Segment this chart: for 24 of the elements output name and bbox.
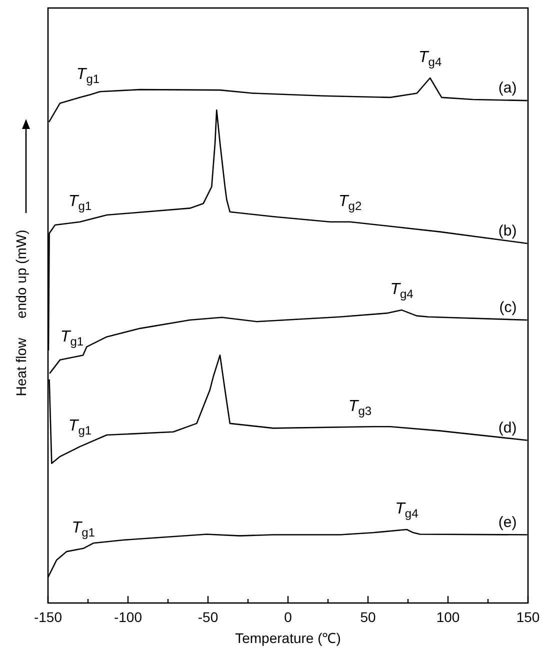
annotation: T$_{g4}$	[390, 281, 414, 301]
annotation: T$_{g1}$	[72, 519, 96, 539]
annotation: T$_{g2}$	[338, 192, 362, 212]
annotation: T$_{g4}$	[395, 500, 419, 520]
annotation: T$_{g1}$	[68, 192, 92, 212]
x-tick-label: -50	[198, 609, 218, 625]
annotation: T$_{g4}$	[418, 49, 442, 69]
series-label: (c)	[499, 299, 517, 316]
series-label: (d)	[498, 419, 517, 436]
series-label: (b)	[498, 222, 517, 240]
annotation: T$_{g1}$	[76, 66, 100, 86]
x-tick-label: 100	[436, 609, 460, 625]
y-axis-title: Heat flow endo up (mW)	[13, 230, 29, 396]
x-tick-label: -150	[34, 609, 62, 625]
x-tick-label: 0	[284, 609, 292, 625]
annotation: T$_{g3}$	[348, 398, 372, 418]
series-label: (a)	[498, 80, 517, 97]
x-tick-label: 150	[516, 609, 540, 625]
annotation: T$_{g1}$	[68, 418, 92, 438]
series-label: (e)	[498, 514, 517, 531]
x-tick-label: -100	[114, 609, 142, 625]
x-axis-title: Temperature (℃)	[235, 630, 341, 646]
x-tick-label: 50	[360, 609, 376, 625]
annotation: T$_{g1}$	[60, 328, 84, 348]
